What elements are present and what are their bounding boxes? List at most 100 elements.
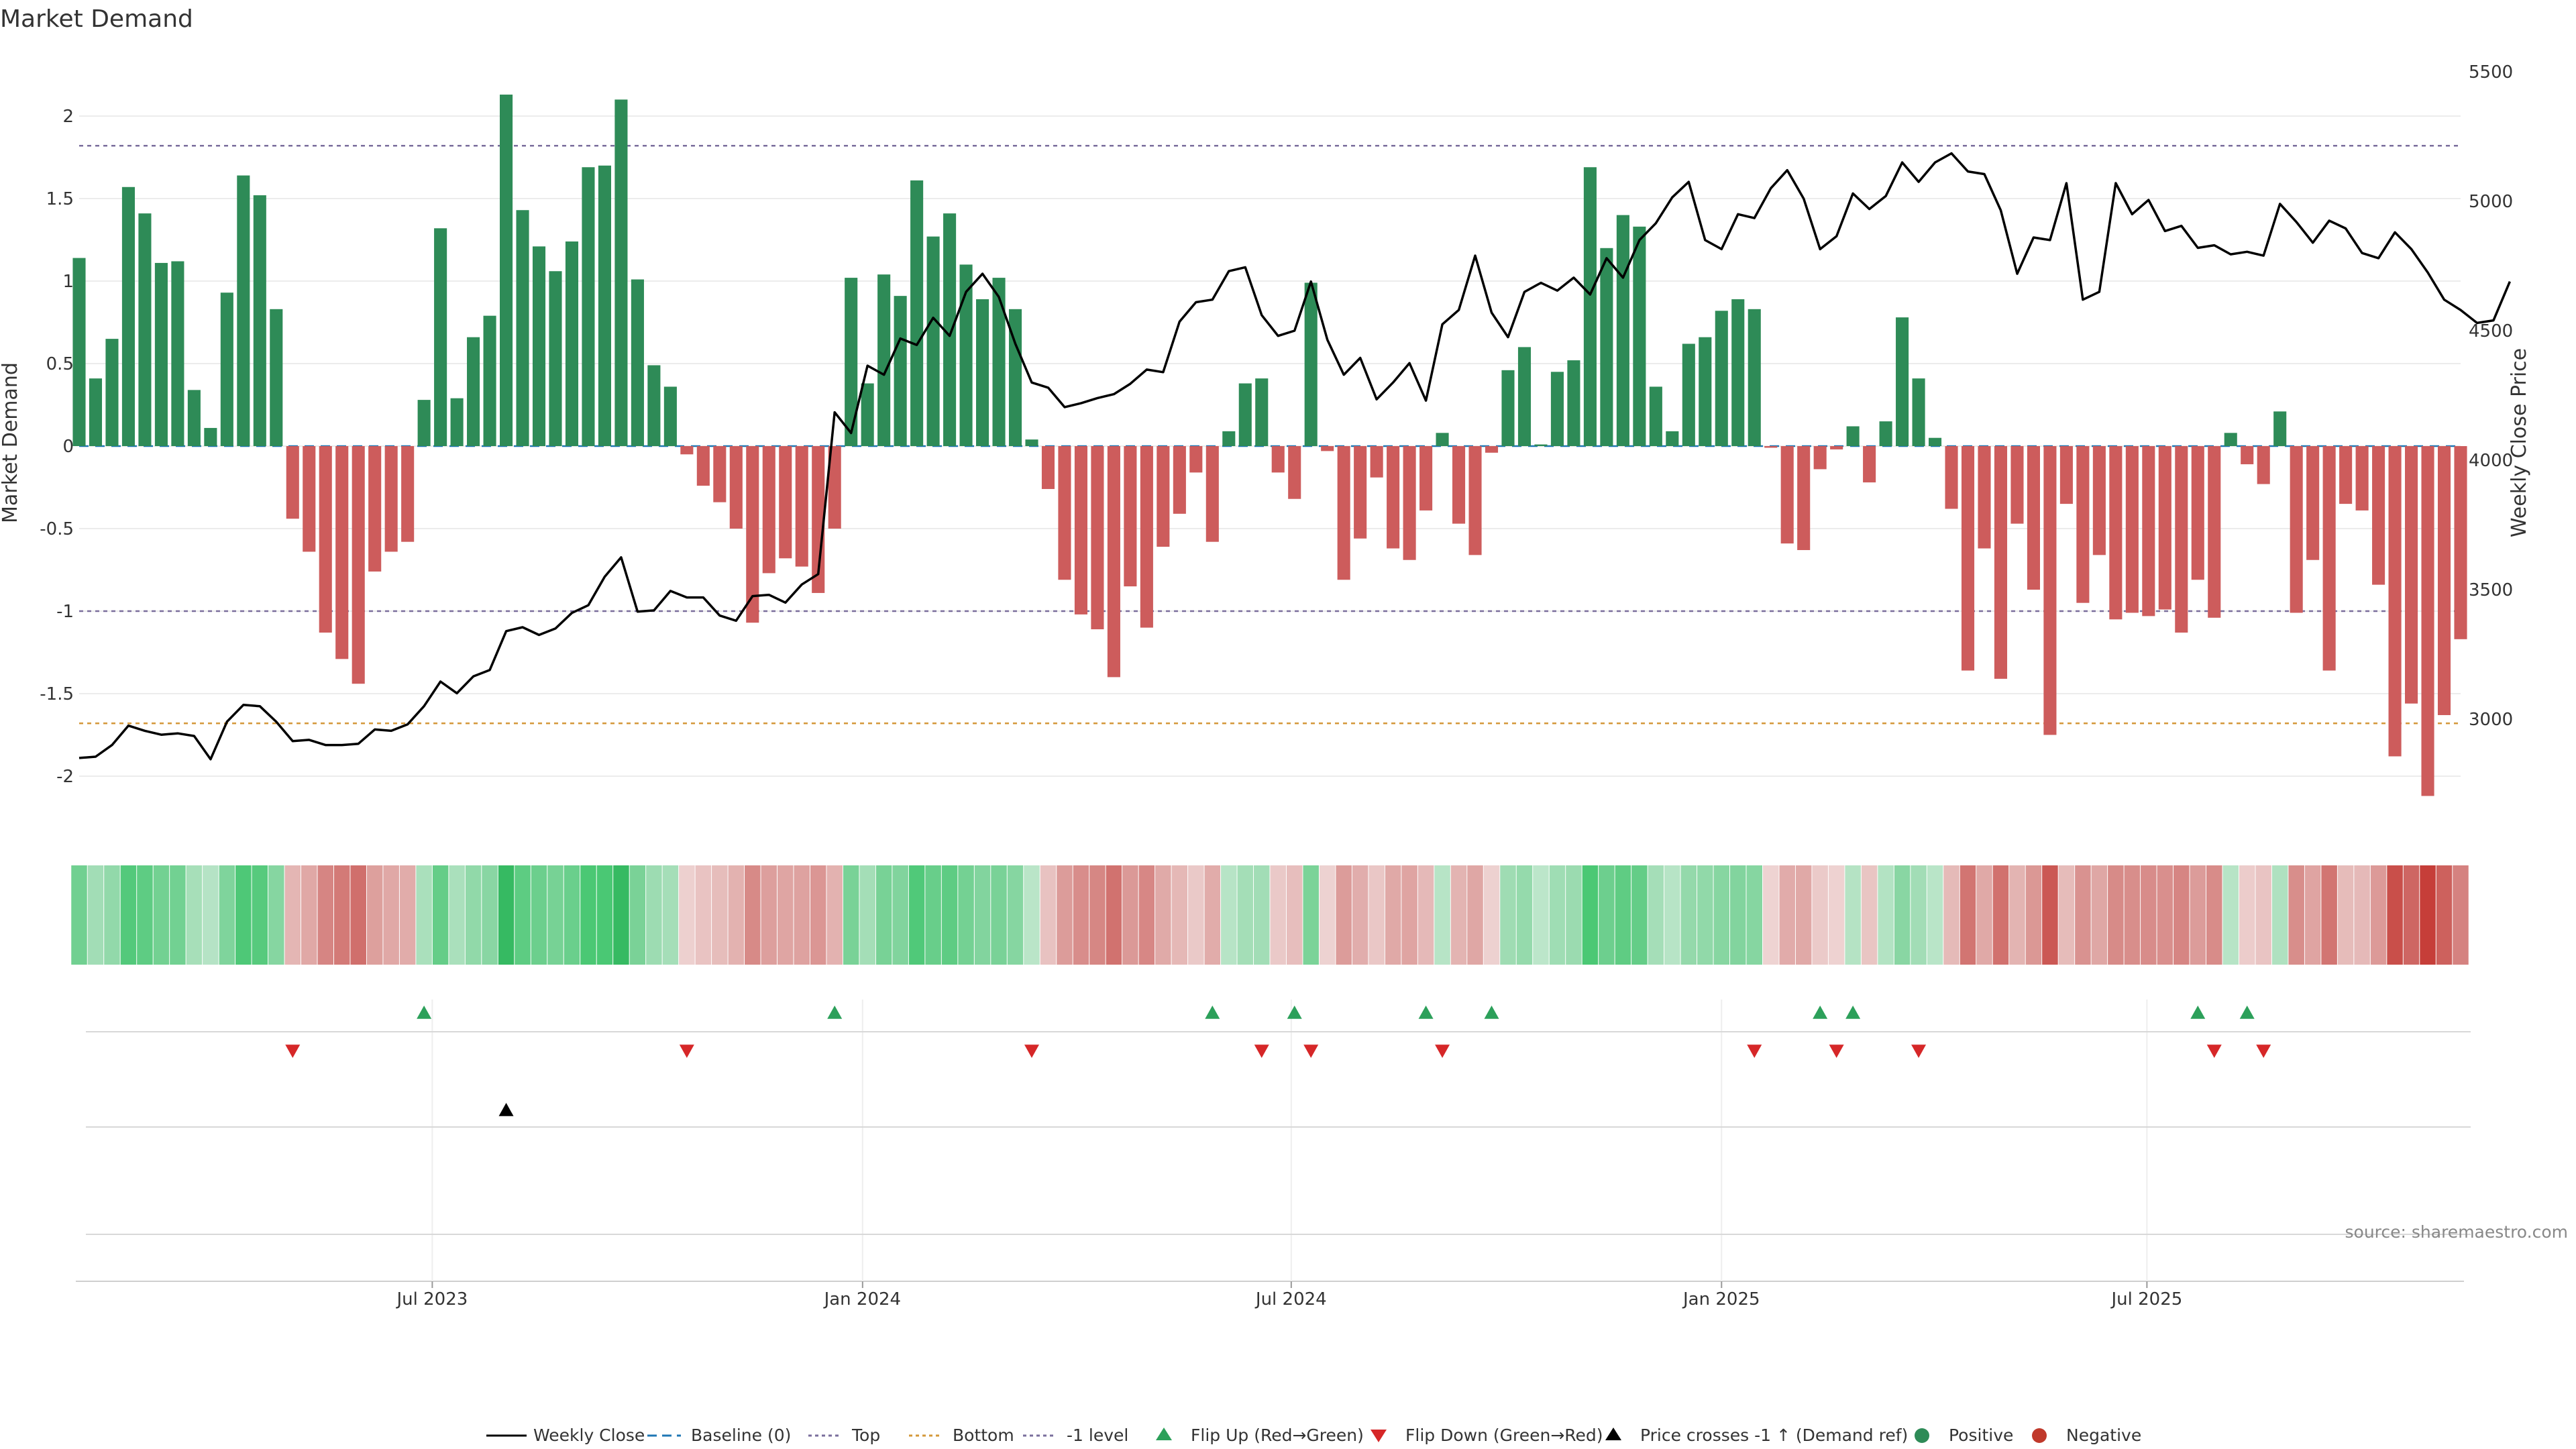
- demand-bar-negative: [1764, 446, 1778, 448]
- heat-cell: [2206, 865, 2222, 965]
- demand-bar-positive: [171, 261, 184, 446]
- heat-cell: [1286, 865, 1303, 965]
- heat-cell: [1122, 865, 1138, 965]
- flip-up-marker: [417, 1006, 432, 1019]
- heat-cell: [564, 865, 580, 965]
- demand-bar-positive: [187, 390, 201, 446]
- heat-cell: [1549, 865, 1566, 965]
- y2-axis-label: Weekly Close Price: [2508, 348, 2531, 537]
- heat-cell: [2370, 865, 2387, 965]
- legend-item: Negative: [2032, 1426, 2141, 1445]
- heat-cell: [2387, 865, 2403, 965]
- demand-bar-negative: [2076, 446, 2090, 603]
- heat-cell: [399, 865, 416, 965]
- heat-cell: [515, 865, 531, 965]
- heat-cell: [350, 865, 366, 965]
- heat-cell: [2058, 865, 2075, 965]
- demand-bar-positive: [1008, 309, 1022, 446]
- heat-cell: [2304, 865, 2321, 965]
- legend-label: Flip Up (Red→Green): [1191, 1426, 1364, 1445]
- heat-cell: [810, 865, 826, 965]
- heat-cell: [252, 865, 268, 965]
- flip-down-marker: [1024, 1044, 1039, 1058]
- heat-cell: [1566, 865, 1582, 965]
- heat-cell: [1450, 865, 1467, 965]
- demand-bar-positive: [253, 195, 266, 446]
- demand-bar-positive: [1682, 343, 1695, 446]
- heat-cell: [1861, 865, 1878, 965]
- legend-item: Baseline (0): [647, 1426, 791, 1445]
- heat-cell: [1599, 865, 1615, 965]
- legend-swatch-triangle-down: [1371, 1430, 1387, 1442]
- demand-bar-negative: [2290, 446, 2303, 613]
- demand-bar-positive: [1517, 347, 1532, 446]
- heat-cell: [1812, 865, 1828, 965]
- heat-cell: [2190, 865, 2206, 965]
- demand-bar-negative: [680, 446, 694, 455]
- demand-bar-positive: [1534, 444, 1548, 446]
- chart-title: Market Demand: [0, 5, 193, 33]
- flip-down-marker: [1829, 1044, 1844, 1058]
- demand-bar-positive: [582, 167, 595, 446]
- heat-cell: [1697, 865, 1713, 965]
- demand-bar-positive: [450, 398, 464, 446]
- y-ticks: 2 1.5 1 0.5 0 -0.5 -1 -1.5 -2: [40, 107, 74, 787]
- heat-cell: [1631, 865, 1648, 965]
- y-tick-label: 1: [62, 272, 74, 292]
- demand-bar-negative: [2010, 446, 2024, 524]
- legend-item: -1 level: [1023, 1426, 1128, 1445]
- demand-bar-negative: [2142, 446, 2155, 616]
- demand-bar-negative: [401, 446, 415, 542]
- flip-up-marker: [2239, 1006, 2255, 1019]
- heat-cell: [1467, 865, 1483, 965]
- demand-bar-negative: [368, 446, 382, 572]
- heat-cell: [268, 865, 284, 965]
- heat-cell: [71, 865, 87, 965]
- demand-bar-negative: [1074, 446, 1087, 614]
- heat-cell: [892, 865, 908, 965]
- heat-cell: [1089, 865, 1106, 965]
- demand-bar-negative: [2437, 446, 2451, 715]
- legend-swatch-dot: [1915, 1428, 1929, 1443]
- heat-cell: [662, 865, 679, 965]
- demand-bar-positive: [943, 213, 957, 446]
- legend-label: Positive: [1949, 1426, 2013, 1445]
- demand-bar-positive: [1633, 226, 1646, 446]
- demand-bar-positive: [89, 378, 103, 446]
- demand-bar-negative: [1780, 446, 1794, 544]
- y-tick-label: -1.5: [40, 684, 74, 704]
- heat-cell: [1992, 865, 2009, 965]
- demand-bar-negative: [2388, 446, 2402, 757]
- demand-bar-positive: [1748, 309, 1761, 446]
- heat-cell: [1927, 865, 1943, 965]
- demand-bar-negative: [2241, 446, 2254, 465]
- x-ticks: Jul 2023 Jan 2024 Jul 2024 Jan 2025 Jul 2025: [395, 1281, 2182, 1309]
- demand-bar-negative: [319, 446, 332, 633]
- x-tick-label: Jul 2024: [1254, 1289, 1327, 1309]
- heat-cell: [2009, 865, 2025, 965]
- legend-label: Negative: [2066, 1426, 2141, 1445]
- demand-bar-negative: [2125, 446, 2139, 613]
- heat-cell: [333, 865, 350, 965]
- demand-bar-negative: [1452, 446, 1466, 524]
- heat-cell: [580, 865, 596, 965]
- legend-swatch-triangle-up: [1605, 1428, 1621, 1440]
- y2-tick-label: 4500: [2469, 321, 2513, 341]
- y-tick-label: 0.5: [46, 354, 74, 374]
- heat-cell: [2354, 865, 2370, 965]
- demand-bar-negative: [1945, 446, 1958, 509]
- y2-tick-label: 3000: [2469, 710, 2513, 730]
- legend-label: Price crosses -1 ↑ (Demand ref): [1640, 1426, 1908, 1445]
- legend-label: Bottom: [953, 1426, 1014, 1445]
- demand-bar-positive: [72, 258, 86, 446]
- heat-cell: [2453, 865, 2469, 965]
- heat-cell: [728, 865, 745, 965]
- heat-cell: [596, 865, 613, 965]
- heat-cell: [301, 865, 317, 965]
- y2-tick-label: 5500: [2469, 62, 2513, 83]
- heat-cell: [1615, 865, 1631, 965]
- heat-cell: [1713, 865, 1730, 965]
- heat-cell: [1795, 865, 1812, 965]
- demand-heat-strip: [71, 865, 2469, 965]
- demand-bar-positive: [861, 383, 874, 446]
